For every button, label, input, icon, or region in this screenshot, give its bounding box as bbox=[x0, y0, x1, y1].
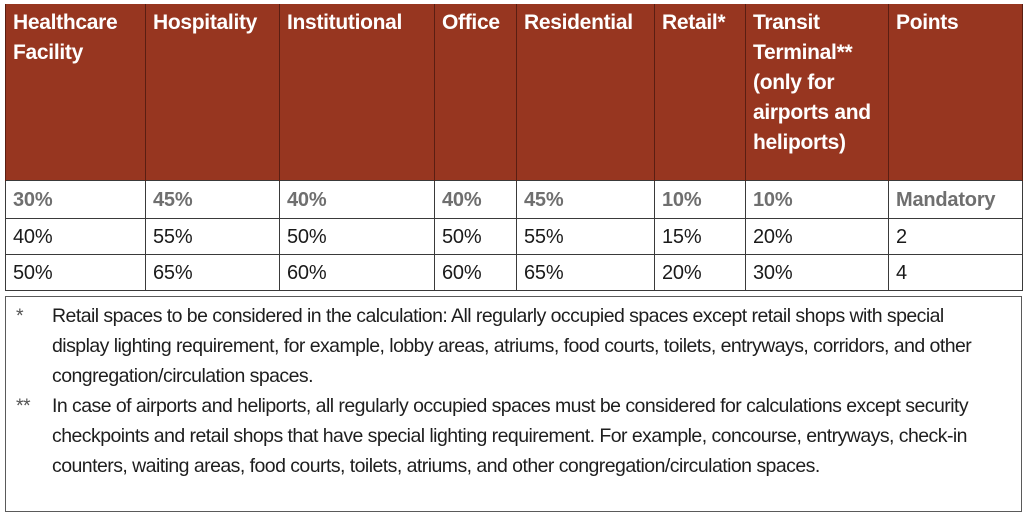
table-cell: 45% bbox=[516, 179, 655, 219]
table-cell: 4 bbox=[888, 253, 1023, 291]
header-transit-terminal: Transit Terminal** (only for airports an… bbox=[745, 4, 889, 180]
header-office: Office bbox=[434, 4, 517, 180]
table-cell: 50% bbox=[434, 217, 517, 255]
table-cell: 40% bbox=[279, 179, 435, 219]
footnote-marker: * bbox=[16, 305, 24, 327]
footnote-transit-terminal: ** In case of airports and heliports, al… bbox=[14, 391, 1013, 481]
table-cell: 40% bbox=[434, 179, 517, 219]
table-cell: 20% bbox=[654, 253, 746, 291]
table-cell: 40% bbox=[5, 217, 146, 255]
table-cell: 10% bbox=[654, 179, 746, 219]
header-retail: Retail* bbox=[654, 4, 746, 180]
table-cell: 65% bbox=[145, 253, 280, 291]
table-cell: 60% bbox=[279, 253, 435, 291]
header-institutional: Institutional bbox=[279, 4, 435, 180]
footnote-retail: * Retail spaces to be considered in the … bbox=[14, 301, 1013, 391]
header-points: Points bbox=[888, 4, 1023, 180]
daylight-requirements-table: Healthcare Facility Hospitality Institut… bbox=[5, 4, 1023, 291]
table-cell: 60% bbox=[434, 253, 517, 291]
header-healthcare-facility: Healthcare Facility bbox=[5, 4, 146, 180]
header-hospitality: Hospitality bbox=[145, 4, 280, 180]
table-cell: 20% bbox=[745, 217, 889, 255]
table-cell: Mandatory bbox=[888, 179, 1023, 219]
footnote-marker: ** bbox=[16, 395, 31, 417]
table-cell: 30% bbox=[5, 179, 146, 219]
table-header-row: Healthcare Facility Hospitality Institut… bbox=[5, 4, 1023, 180]
table-cell: 65% bbox=[516, 253, 655, 291]
header-residential: Residential bbox=[516, 4, 655, 180]
table-row-4-points: 50% 65% 60% 60% 65% 20% 30% 4 bbox=[5, 253, 1023, 291]
table-cell: 55% bbox=[145, 217, 280, 255]
table-cell: 2 bbox=[888, 217, 1023, 255]
footnote-text: Retail spaces to be considered in the ca… bbox=[52, 305, 972, 387]
table-row-2-points: 40% 55% 50% 50% 55% 15% 20% 2 bbox=[5, 217, 1023, 255]
footnotes: * Retail spaces to be considered in the … bbox=[5, 296, 1022, 512]
table-cell: 15% bbox=[654, 217, 746, 255]
table-cell: 30% bbox=[745, 253, 889, 291]
table-cell: 45% bbox=[145, 179, 280, 219]
table-cell: 10% bbox=[745, 179, 889, 219]
footnote-text: In case of airports and heliports, all r… bbox=[52, 395, 969, 477]
table-cell: 55% bbox=[516, 217, 655, 255]
table-cell: 50% bbox=[279, 217, 435, 255]
table-cell: 50% bbox=[5, 253, 146, 291]
table-row-mandatory: 30% 45% 40% 40% 45% 10% 10% Mandatory bbox=[5, 179, 1023, 219]
